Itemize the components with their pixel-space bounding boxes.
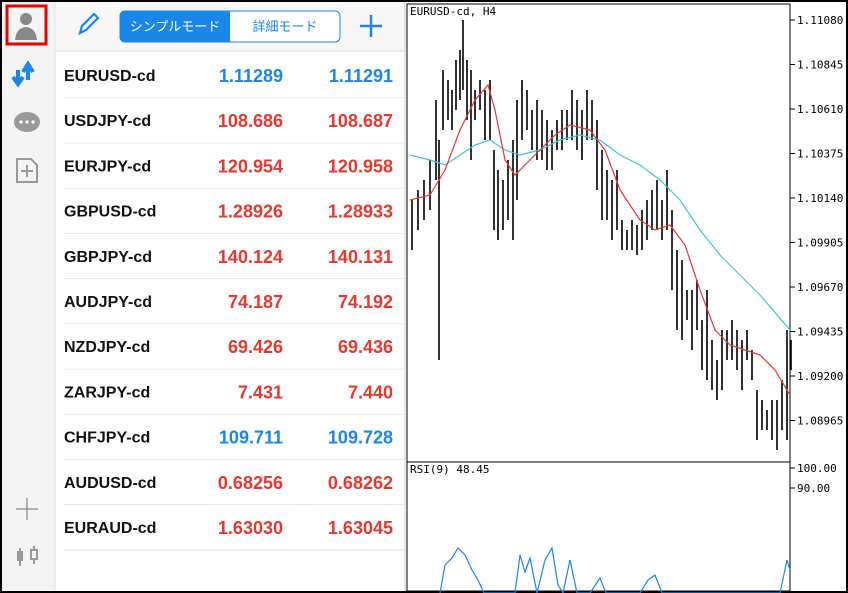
level-label: 100.00 [797, 462, 837, 475]
ask-price: 1.11291 [329, 66, 393, 86]
ask-price: 0.68262 [328, 473, 393, 493]
candle-icon-body [30, 549, 38, 560]
indicator-area [406, 461, 791, 592]
price-label: 1.11080 [797, 14, 843, 27]
quote-row[interactable] [56, 369, 405, 415]
moving-average-slow [409, 134, 791, 331]
account-icon [20, 13, 32, 25]
add-button[interactable] [360, 15, 382, 37]
quote-row[interactable] [56, 233, 405, 279]
symbol: AUDJPY-cd [64, 294, 152, 311]
price-label: 1.10375 [797, 148, 843, 161]
edit-icon[interactable] [78, 12, 100, 36]
bid-price: 0.68256 [218, 473, 283, 493]
symbol: NZDJPY-cd [64, 339, 150, 356]
price-label: 1.10140 [797, 192, 843, 205]
quote-row[interactable] [56, 279, 405, 324]
crosshair-icon[interactable] [16, 498, 38, 520]
price-axis: 1.11080 1.10845 1.10610 1.10375 1.10140 1.099… [790, 14, 843, 495]
quote-row[interactable] [56, 324, 405, 370]
sidebar [2, 2, 55, 591]
price-label: 1.09200 [797, 370, 843, 383]
symbol: ZARJPY-cd [64, 384, 150, 401]
ask-price: 120.958 [328, 156, 393, 176]
bid-price: 69.426 [228, 337, 283, 357]
quote-row[interactable] [56, 505, 405, 550]
bid-price: 74.187 [228, 292, 283, 312]
symbol: USDJPY-cd [64, 113, 151, 130]
price-label: 1.09435 [797, 326, 843, 339]
indicator-label: RSI(9) 48.45 [410, 463, 489, 476]
chart-area [406, 3, 791, 463]
ask-price: 140.131 [328, 247, 393, 267]
chat-dot [19, 120, 23, 124]
symbol: EURUSD-cd [64, 68, 156, 85]
bid-price: 7.431 [238, 382, 283, 402]
quote-row[interactable] [56, 53, 405, 98]
ask-price: 74.192 [338, 292, 393, 312]
price-label: 1.10610 [797, 103, 843, 116]
quote-row[interactable] [56, 143, 405, 189]
mode-tab[interactable]: シンプルモード [130, 19, 221, 34]
quote-row[interactable] [56, 459, 405, 505]
ask-price: 1.63045 [328, 518, 393, 538]
bid-price: 109.711 [219, 428, 283, 448]
account-button[interactable] [5, 4, 48, 46]
quote-row[interactable] [56, 98, 405, 144]
quote-row[interactable] [56, 188, 405, 234]
bid-price: 140.124 [218, 247, 283, 267]
symbol: AUDUSD-cd [64, 475, 156, 492]
price-bars [411, 20, 792, 450]
symbol: GBPUSD-cd [64, 204, 156, 221]
price-label: 1.08965 [797, 415, 843, 428]
bid-price: 108.686 [218, 111, 283, 131]
symbol: GBPJPY-cd [64, 249, 152, 266]
bid-price: 120.954 [218, 156, 283, 176]
ask-price: 108.687 [328, 111, 393, 131]
symbol: EURJPY-cd [64, 158, 151, 175]
ask-price: 109.728 [328, 428, 393, 448]
chat-dot [25, 120, 29, 124]
ask-price: 1.28933 [328, 202, 393, 222]
symbol: EURAUD-cd [64, 520, 156, 537]
mode-tab[interactable]: 詳細モード [252, 19, 317, 34]
chat-dot [31, 120, 35, 124]
price-label: 1.10845 [797, 59, 843, 72]
rsi-line [439, 546, 791, 593]
bid-price: 1.63030 [218, 518, 283, 538]
new-order-icon[interactable] [16, 158, 38, 183]
bid-price: 1.28926 [218, 202, 283, 222]
ask-price: 7.440 [348, 382, 393, 402]
mode-tab-active[interactable] [120, 11, 230, 42]
price-label: 1.09905 [797, 237, 843, 250]
quote-list: EURUSD-cd 1.11289 1.11291 USDJPY-cd 108.686 1… [56, 53, 405, 551]
chart-title: EURUSD-cd, H4 [410, 5, 496, 18]
account-icon-body [15, 27, 37, 40]
candle-icon-body [17, 551, 23, 561]
quote-row[interactable] [56, 414, 405, 460]
moving-average-fast [409, 83, 791, 396]
ask-price: 69.436 [338, 337, 393, 357]
trade-icon[interactable] [11, 60, 35, 88]
level-label: 90.00 [797, 482, 830, 495]
symbol: CHFJPY-cd [64, 430, 150, 447]
bid-price: 1.11289 [219, 66, 283, 86]
price-label: 1.09670 [797, 281, 843, 294]
